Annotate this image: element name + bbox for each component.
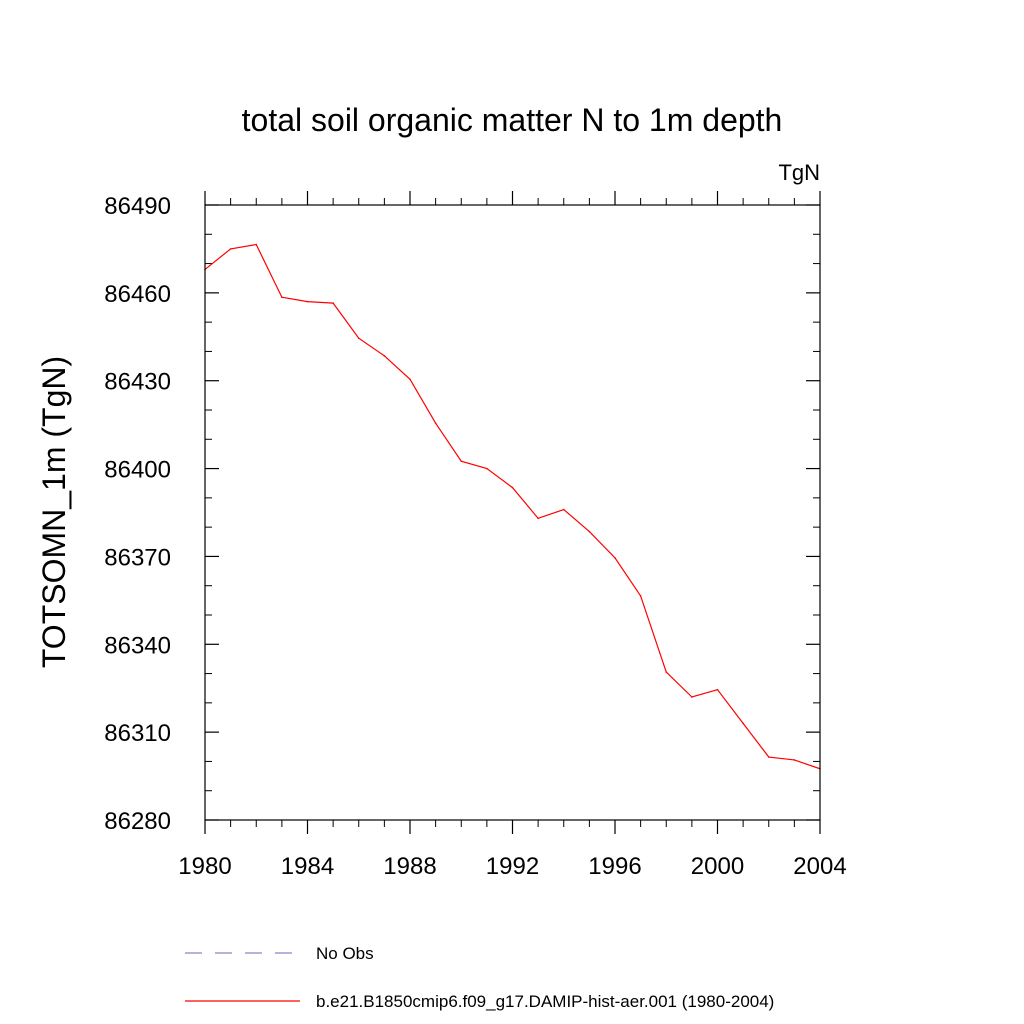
- data-point: [229, 248, 232, 250]
- y-tick-label: 86280: [104, 808, 171, 835]
- plot-frame: [204, 204, 821, 821]
- data-point: [767, 756, 770, 758]
- legend: No Obs b.e21.B1850cmip6.f09_g17.DAMIP-hi…: [185, 944, 774, 1011]
- data-point: [562, 508, 565, 511]
- units-label: TgN: [778, 160, 820, 185]
- x-tick-label: 1980: [178, 853, 231, 880]
- x-tick-label: 1992: [486, 853, 539, 880]
- data-point: [691, 696, 693, 698]
- data-point: [614, 557, 616, 559]
- x-tick-label: 1984: [281, 853, 334, 880]
- data-point: [716, 688, 719, 691]
- series-layer: [204, 243, 821, 770]
- y-tick-labels: 86280 86310 86340 86370 86400 86430 86460 86490: [104, 193, 171, 835]
- minor-ticks: [205, 198, 820, 827]
- y-tick-label: 86430: [104, 369, 171, 396]
- y-tick-label: 86400: [104, 457, 171, 484]
- data-point: [409, 378, 411, 381]
- series-line: [204, 243, 821, 770]
- data-point: [537, 517, 539, 520]
- y-tick-label: 86370: [104, 544, 171, 571]
- y-tick-label: 86340: [104, 632, 171, 659]
- x-tick-labels: 1980 1984 1988 1992 1996 2000 2004: [178, 853, 846, 880]
- data-point: [281, 296, 283, 299]
- data-point: [306, 300, 309, 303]
- chart-title: total soil organic matter N to 1m depth: [242, 102, 783, 138]
- x-tick-label: 1988: [383, 853, 436, 880]
- data-point: [511, 486, 514, 489]
- y-axis-label: TOTSOMN_1m (TgN): [36, 356, 72, 668]
- data-point: [434, 422, 437, 424]
- legend-label-no-obs: No Obs: [316, 944, 374, 963]
- x-tick-label: 1996: [588, 853, 641, 880]
- major-ticks: [204, 191, 821, 834]
- y-tick-label: 86310: [104, 720, 171, 747]
- y-tick-label: 86490: [104, 193, 171, 220]
- legend-label-model: b.e21.B1850cmip6.f09_g17.DAMIP-hist-aer.…: [316, 992, 774, 1011]
- data-point: [460, 460, 463, 463]
- data-point: [383, 355, 386, 357]
- data-point: [665, 671, 668, 673]
- data-point: [486, 467, 488, 470]
- data-point: [357, 337, 360, 340]
- x-tick-label: 2004: [793, 853, 846, 880]
- data-point: [742, 722, 744, 725]
- x-tick-label: 2000: [691, 853, 744, 880]
- data-point: [332, 302, 334, 304]
- data-point: [588, 530, 591, 533]
- y-tick-label: 86460: [104, 281, 171, 308]
- data-point: [793, 759, 796, 761]
- data-point: [639, 595, 642, 597]
- data-point: [255, 243, 258, 246]
